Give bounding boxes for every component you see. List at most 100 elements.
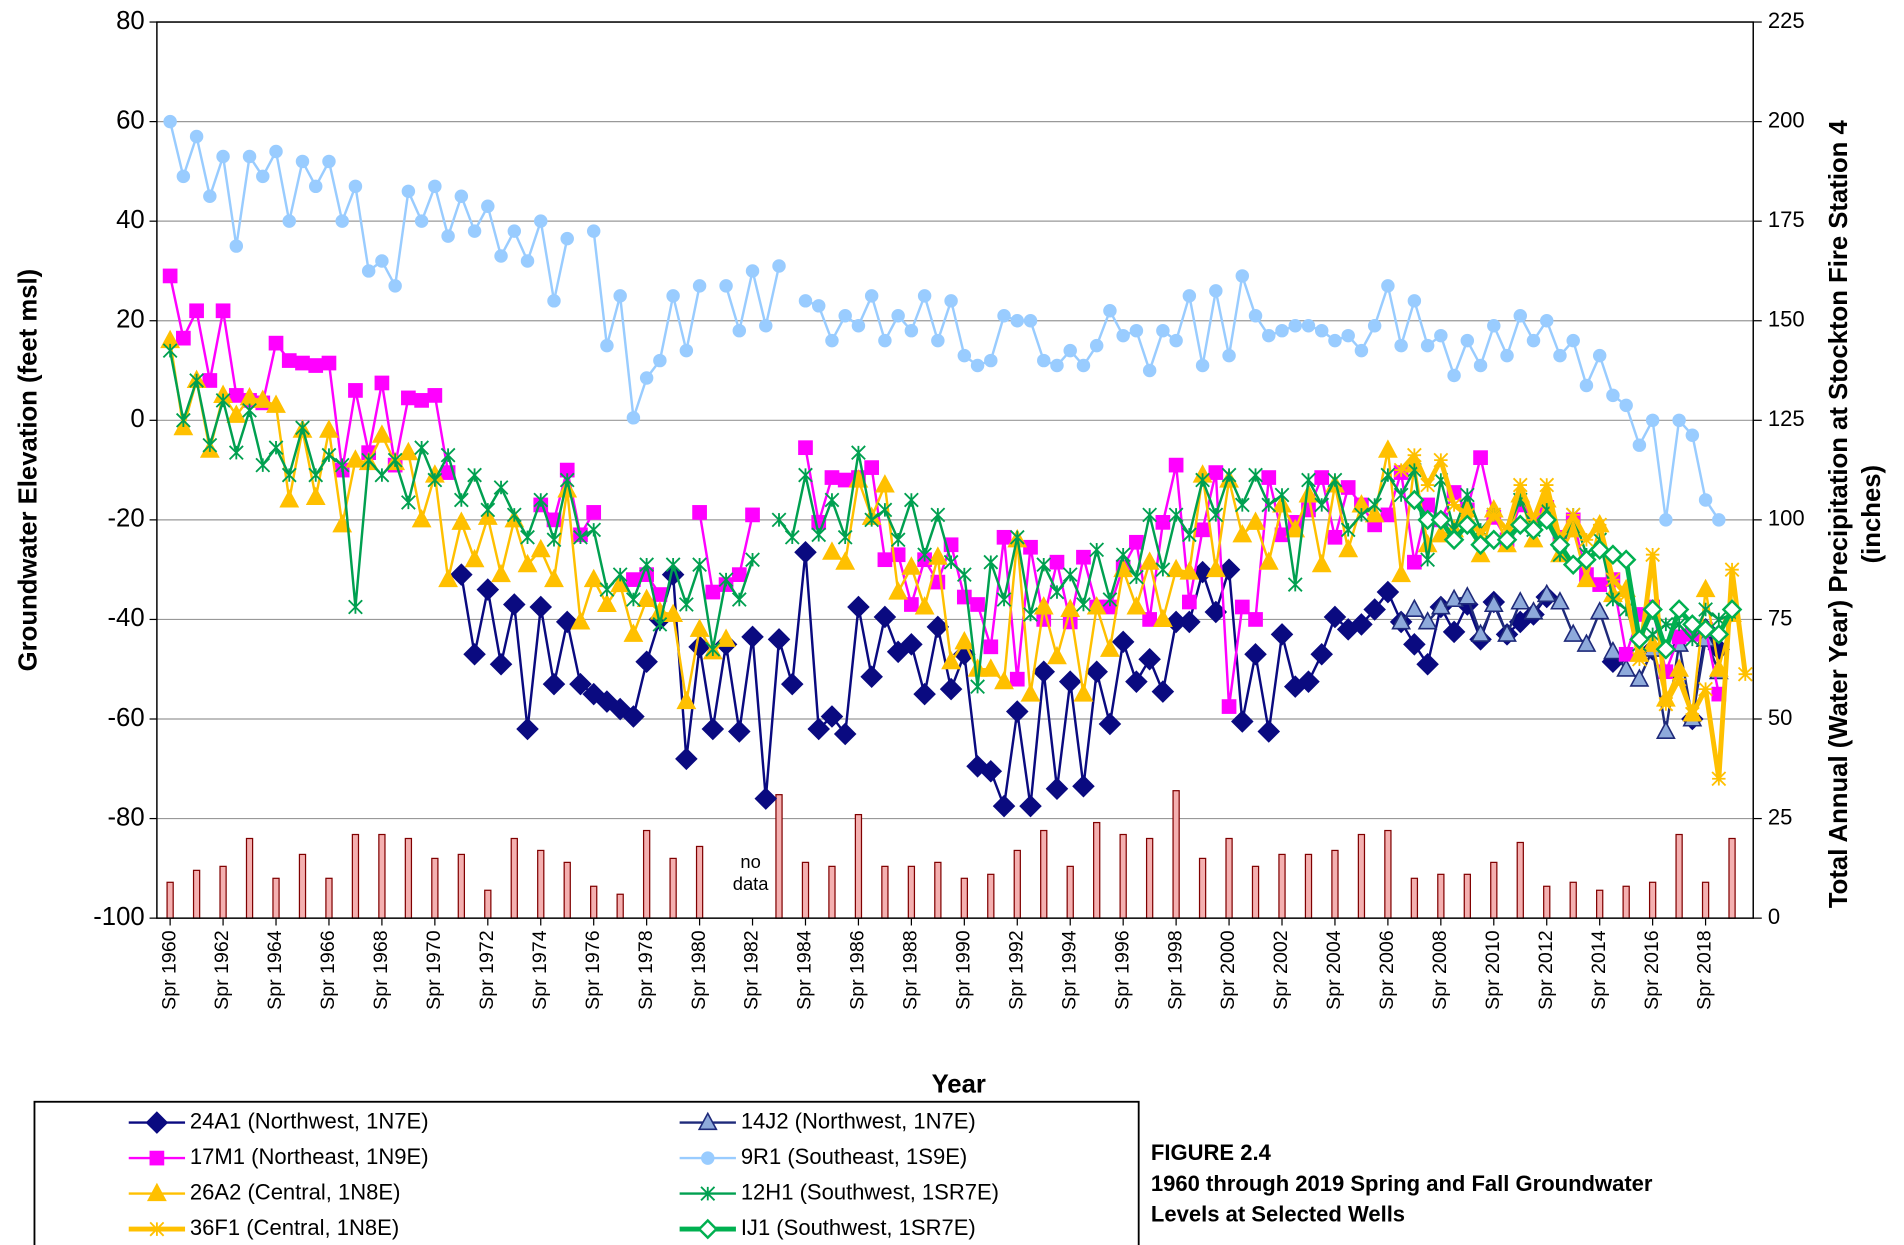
data-point [491,563,511,583]
precipitation-bar [1357,833,1366,919]
y-tick-label: -100 [93,903,144,931]
data-point [1407,554,1422,570]
x-tick-label: Spr 1994 [1058,930,1080,1010]
data-point [520,529,535,545]
data-point [242,402,257,418]
data-point [1632,651,1647,667]
data-point [1129,534,1144,550]
data-point [1155,562,1171,578]
data-point [926,615,950,639]
data-point [1367,318,1382,333]
legend-marker [145,1111,169,1134]
data-point [847,595,870,619]
x-tick-label: Spr 1992 [1005,930,1027,1009]
data-point [542,672,566,696]
data-point [203,189,217,204]
precipitation-bar [166,881,174,919]
data-point [1695,578,1716,598]
data-point [612,567,628,583]
data-point [1473,358,1488,373]
data-point [1381,279,1395,293]
precipitation-bar [881,865,889,919]
data-point [771,512,787,528]
data-point [877,552,893,568]
data-point [1310,643,1333,666]
data-point [1182,289,1197,303]
legend-box [33,1100,1140,1245]
data-point [1420,552,1435,568]
precipitation-bar [351,833,360,919]
data-point [279,489,300,508]
data-point [1655,639,1677,660]
data-point [427,472,443,488]
data-point [1139,551,1160,570]
data-point [1049,584,1065,600]
data-point [414,440,430,456]
data-point [825,333,839,348]
precipitation-bar [431,857,439,919]
data-point [875,474,895,493]
data-point [1314,323,1329,338]
data-point [1155,515,1171,530]
data-point [900,633,923,656]
data-point [242,149,257,164]
data-point [189,129,204,144]
data-point [1363,598,1386,621]
data-point [1245,511,1266,530]
data-point [970,358,985,373]
y-tick-label: -80 [108,803,145,831]
data-point [1036,557,1052,573]
data-point [427,388,443,403]
data-point [1523,519,1544,541]
data-point [162,343,178,358]
data-point [1712,513,1726,527]
data-point [1430,509,1452,531]
data-point [623,623,644,642]
data-point [547,294,561,308]
precipitation-bar [987,873,995,919]
data-point [295,154,310,169]
data-point [1168,507,1184,523]
data-point [401,390,416,406]
data-point [1049,554,1065,570]
data-point [1327,529,1343,545]
data-point [1618,646,1634,662]
data-point [838,309,852,323]
x-tick-label: Spr 2002 [1270,930,1292,1009]
data-point [1605,592,1621,607]
data-point [851,445,866,461]
precipitation-bar [1119,833,1127,919]
data-point [202,437,218,453]
data-point [676,690,697,710]
data-point [705,584,721,600]
data-point [745,264,760,278]
y2-tick-label: 100 [1768,506,1805,531]
precipitation-bar [298,853,307,919]
data-point [1169,333,1183,348]
precipitation-bar [325,877,333,919]
precipitation-bar [1543,885,1551,919]
x-tick-label: Spr 1970 [423,930,445,1010]
data-point [308,467,324,483]
data-point [256,169,270,184]
data-point [1221,467,1237,483]
data-point [229,239,244,253]
data-point [1023,314,1038,328]
data-point [1033,596,1054,615]
data-point [1668,599,1690,620]
caption-line: 1960 through 2019 Spring and Fall Ground… [1151,1171,1653,1196]
data-point [1671,629,1687,645]
precipitation-bar [1410,877,1419,919]
data-point [1645,547,1661,563]
x-tick-label: Spr 2012 [1535,930,1557,1009]
data-point [348,179,363,194]
data-point [1724,562,1740,578]
data-point [1737,666,1753,682]
data-point [560,231,574,246]
data-point [1115,547,1131,563]
data-point [1010,314,1025,328]
data-point [1311,553,1332,573]
data-point [957,348,972,363]
precipitation-bar [1384,829,1392,919]
data-point [994,670,1014,690]
